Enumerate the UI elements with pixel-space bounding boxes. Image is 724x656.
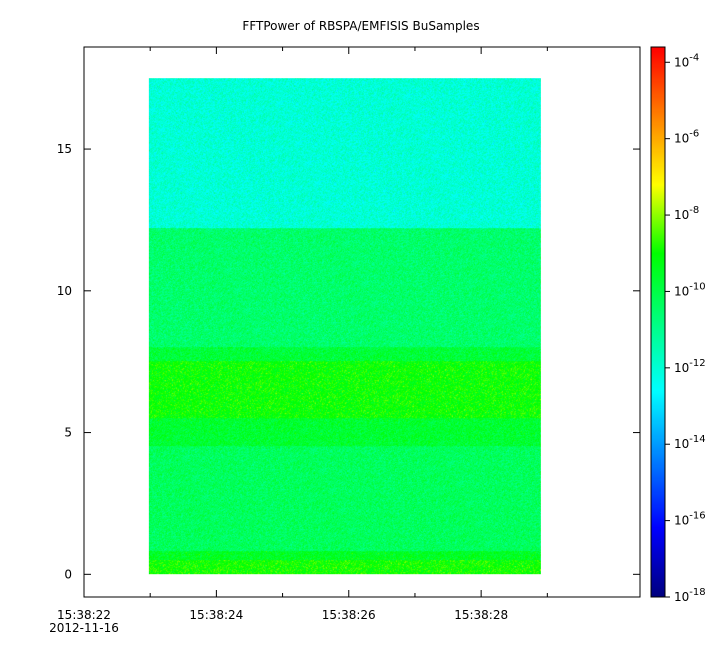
x-tick-label: 15:38:24 [189, 608, 243, 622]
y-axis: 0 5 10 15 [57, 142, 640, 581]
colorbar-tick-label: 10-4 [674, 52, 699, 69]
x-tick-label: 15:38:26 [322, 608, 376, 622]
x-tick-date-label: 2012-11-16 [49, 621, 119, 635]
y-tick-label: 10 [57, 284, 72, 298]
colorbar-tick-label: 10-14 [674, 434, 706, 451]
colorbar-tick-label: 10-12 [674, 358, 706, 375]
x-tick-label: 15:38:28 [454, 608, 508, 622]
y-tick-label: 0 [64, 567, 72, 581]
colorbar-tick-label: 10-8 [674, 205, 699, 222]
spectrogram-image [148, 78, 541, 575]
colorbar-tick-label: 10-10 [674, 281, 706, 298]
colorbar-tick-label: 10-6 [674, 129, 699, 146]
chart-title: FFTPower of RBSPA/EMFISIS BuSamples [242, 19, 479, 33]
colorbar-axis: 10-4 10-6 10-8 10-10 10-12 10-14 10-16 10-18 [665, 52, 706, 604]
colorbar-tick-label: 10-16 [674, 511, 706, 528]
x-tick-label: 15:38:22 [57, 608, 111, 622]
colorbar-frame [650, 46, 666, 598]
y-tick-label: 15 [57, 142, 72, 156]
colorbar-gradient [651, 47, 665, 597]
colorbar-tick-label: 10-18 [674, 587, 706, 604]
y-tick-label: 5 [64, 426, 72, 440]
